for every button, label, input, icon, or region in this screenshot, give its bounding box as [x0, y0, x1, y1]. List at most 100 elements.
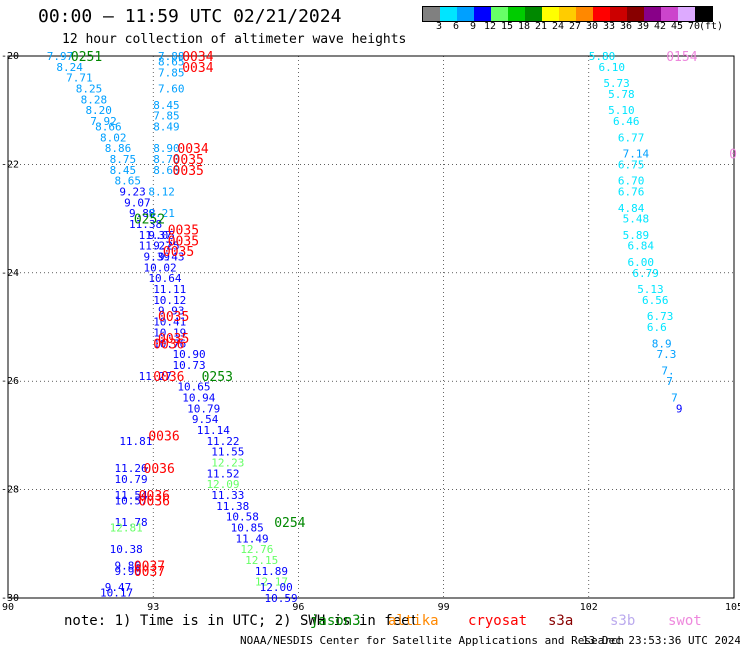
wave-height-label: 7.3: [657, 348, 677, 361]
pass-time-label: 0036: [153, 337, 184, 352]
wave-height-label: 7.88: [158, 50, 185, 63]
wave-height-label: 10.41: [153, 316, 186, 329]
colorbar-cell: [525, 7, 542, 21]
wave-height-label: 9.54: [192, 413, 219, 426]
wave-height-label: 12.81: [110, 522, 143, 535]
wave-height-label: 8.45: [153, 99, 180, 112]
wave-height-label: 8.65: [153, 164, 180, 177]
satellite-legend: jason3 altika cryosat s3a s3b swot: [0, 613, 740, 631]
wave-height-label: 10.94: [182, 391, 215, 404]
wave-height-label: 12.76: [240, 543, 273, 556]
chart-title: 00:00 – 11:59 UTC 02/21/2024: [38, 6, 342, 27]
y-tick-label: -20: [1, 51, 19, 62]
wave-height-label: 9: [676, 402, 683, 415]
wave-height-label: 11.11: [153, 283, 186, 296]
colorbar-tick-label: 21: [534, 21, 548, 32]
pass-time-label: 0034: [182, 61, 213, 76]
pass-time-label: 0035: [168, 223, 199, 238]
pass-time-label: 0035: [158, 310, 189, 325]
wave-height-label: 7.85: [158, 66, 185, 79]
wave-height-label: 9.88: [129, 207, 156, 220]
wave-height-label: 11.55: [211, 446, 244, 459]
wave-height-label: 5.13: [637, 283, 664, 296]
y-tick-label: -30: [1, 593, 19, 604]
timestamp-text: 13 Dec 23:53:36 UTC 2024: [582, 634, 740, 647]
wave-height-label: 6.00: [628, 256, 655, 269]
pass-time-label: 0037: [134, 559, 165, 574]
wave-height-label: 11.27: [139, 240, 172, 253]
wave-height-label: 7.92: [90, 115, 117, 128]
wave-height-label: 10.02: [144, 261, 177, 274]
x-tick-label: 90: [2, 602, 14, 613]
wave-height-label: 11.52: [206, 467, 239, 480]
wave-height-label: 10.90: [173, 348, 206, 361]
colorbar-tick-label: 15: [500, 21, 514, 32]
pass-time-label: 0034: [177, 142, 208, 157]
wave-height-label: 11.37: [139, 229, 172, 242]
wave-height-label: 6.79: [632, 267, 659, 280]
wave-height-label: 9.96: [114, 565, 141, 578]
pass-time-label: 0036: [153, 370, 184, 385]
x-tick-label: 105: [725, 602, 740, 613]
wave-height-label: 10.19: [153, 326, 186, 339]
colorbar-cell: [678, 7, 695, 21]
wave-height-label: 11.33: [211, 489, 244, 502]
wave-height-label: 9.47: [105, 581, 132, 594]
wave-height-label: 6.10: [598, 61, 625, 74]
wave-height-label: 10.64: [148, 272, 181, 285]
wave-height-label: 10.12: [153, 294, 186, 307]
data-points: 7.978.247.718.258.288.207.928.668.028.86…: [47, 50, 683, 605]
pass-time-label: 0035: [173, 153, 204, 168]
wave-height-label: 10.65: [177, 381, 210, 394]
wave-height-label: 11.14: [197, 424, 230, 437]
wave-height-label: 9.93: [158, 305, 185, 318]
pass-time-label: 0154: [666, 50, 697, 65]
pass-time-label: 0036: [148, 429, 179, 444]
colorbar-tick-label: 6: [452, 21, 460, 32]
colorbar: [422, 6, 713, 22]
wave-height-label: 12.17: [255, 576, 288, 589]
wave-height-label: 9.23: [119, 186, 146, 199]
pass-time-label: 0: [729, 148, 737, 163]
wave-height-label: 6.77: [618, 131, 645, 144]
wave-height-label: 11.27: [139, 370, 172, 383]
y-tick-label: -22: [1, 159, 19, 170]
colorbar-cell: [423, 7, 440, 21]
wave-height-label: 11.54: [114, 489, 147, 502]
colorbar-ticks: 3 6 9 12 15 18 21 24 27 30 33 36 39 42 45 70 (ft): [422, 21, 728, 35]
wave-height-label: 11.78: [114, 516, 147, 529]
wave-height-label: 5.89: [623, 229, 650, 242]
wave-height-label: 10.79: [187, 402, 220, 415]
wave-height-label: 7: [671, 391, 678, 404]
x-tick-label: 96: [292, 602, 304, 613]
colorbar-tick-label: 9: [469, 21, 477, 32]
wave-height-label: 11.49: [235, 532, 268, 545]
wave-height-label: 7.60: [158, 83, 185, 96]
satellite-legend-s3a: s3a: [548, 613, 574, 629]
satellite-legend-cryosat: cryosat: [468, 613, 528, 629]
y-tick-label: -24: [1, 268, 19, 279]
colorbar-tick-label: 12: [483, 21, 497, 32]
wave-height-label: 9.05: [148, 229, 175, 242]
wave-height-label: 12.23: [211, 457, 244, 470]
wave-height-label: 10.79: [114, 473, 147, 486]
wave-height-label: 8.65: [114, 175, 141, 188]
wave-height-label: 11.81: [119, 435, 152, 448]
colorbar-tick-label: 45: [670, 21, 684, 32]
wave-height-label: 8.25: [76, 83, 103, 96]
wave-height-label: 8.02: [100, 131, 127, 144]
wave-height-label: 5.80: [589, 50, 616, 63]
satellite-legend-jason3: jason3: [310, 613, 361, 629]
wave-height-label: 8.75: [110, 153, 137, 166]
pass-time-label: 0036: [139, 489, 170, 504]
wave-height-label: 6.75: [618, 158, 645, 171]
wave-height-label: 10.38: [110, 543, 143, 556]
y-tick-label: -28: [1, 485, 19, 496]
pass-time-label: 0034: [182, 50, 213, 65]
wave-height-label: 8.49: [153, 120, 180, 133]
colorbar-tick-label: 42: [653, 21, 667, 32]
credit-text: NOAA/NESDIS Center for Satellite Applica…: [240, 634, 625, 647]
wave-height-label: 12.15: [245, 554, 278, 567]
colorbar-cell: [644, 7, 661, 21]
wave-height-label: 7.: [661, 364, 674, 377]
